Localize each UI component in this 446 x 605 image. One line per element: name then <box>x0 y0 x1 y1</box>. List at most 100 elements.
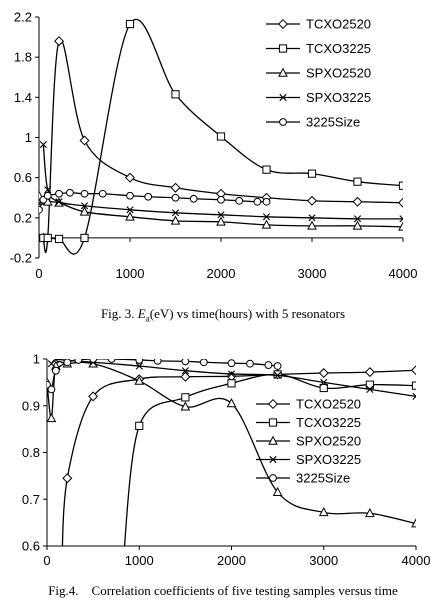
fig4-point-3225size <box>47 385 56 394</box>
fig3-point-3225size <box>66 188 74 197</box>
fig3-point-tcxo2520 <box>306 195 318 206</box>
fig4-y-tick-label: 0.8 <box>22 445 40 460</box>
fig4-point-tcxo3225 <box>319 383 328 393</box>
ea-vs-time-chart: -0.2 0.2 0.6 1 1.4 1.8 2.2 0 1000 2000 3000 4000 TCX… <box>10 10 418 282</box>
fig4-point-3225size <box>227 359 236 368</box>
fig4-point-tcxo2520 <box>318 368 329 379</box>
fig3-point-3225size <box>217 195 225 204</box>
fig4-y-tick-label: 0.7 <box>22 492 40 507</box>
fig4-legend-marker-tcxo2520 <box>267 398 279 410</box>
fig3-y-tick-label: 0.2 <box>14 210 32 225</box>
fig3-point-tcxo3225 <box>54 234 64 244</box>
fig4-point-3225size <box>246 359 254 368</box>
fig3-point-spxo3225 <box>171 209 180 217</box>
fig3-point-spxo3225 <box>217 211 225 219</box>
fig4-point-spxo3225 <box>52 359 60 364</box>
fig3-point-spxo2520 <box>261 219 272 229</box>
fig3-point-tcxo2520 <box>170 182 181 193</box>
fig4-point-spxo3225 <box>412 392 416 400</box>
fig4-legend-label-spxo3225: SPXO3225 <box>296 452 361 467</box>
fig3-plot-area <box>39 18 403 255</box>
fig3-point-tcxo3225 <box>307 169 317 178</box>
fig4-point-tcxo2520 <box>180 371 191 382</box>
fig4-point-3225size <box>89 359 98 363</box>
fig3-point-spxo3225 <box>80 202 89 210</box>
fig4-y-tick-label: 0.9 <box>22 398 40 413</box>
fig3-point-3225size <box>39 205 43 214</box>
fig4-point-spxo3225 <box>181 367 189 375</box>
fig4-point-spxo2520 <box>134 375 145 385</box>
fig4-point-3225size <box>264 361 273 369</box>
fig4-point-spxo3225 <box>274 371 282 379</box>
fig3-point-spxo2520 <box>79 206 90 216</box>
fig4-x-tick-label: 4000 <box>402 553 431 568</box>
fig3-point-tcxo3225 <box>353 177 362 186</box>
fig4-series-line-tcxo2520 <box>61 369 416 546</box>
fig4-x-tick-label: 1000 <box>125 553 154 568</box>
fig3-legend-marker-spxo3225 <box>279 93 287 102</box>
fig4-legend-label-spxo2520: SPXO2520 <box>296 434 361 449</box>
fig4-point-spxo2520 <box>365 507 375 518</box>
fig4-y-tick-label: 0.6 <box>22 539 40 554</box>
fig3-point-tcxo3225 <box>80 233 89 243</box>
fig3-point-spxo2520 <box>352 220 363 230</box>
correlation-vs-time-chart: 0.60.70.80.910 1000 2000 3000 4000TCXO2520TC… <box>22 352 431 574</box>
fig3-legend: TCXO2520 TCXO3225 SPXO2520 SPXO3225 3225Size <box>266 17 371 130</box>
fig3-point-spxo2520 <box>39 190 44 200</box>
fig4-point-spxo2520 <box>47 412 57 423</box>
fig4-point-tcxo2520 <box>410 365 416 376</box>
fig3-legend-label-spxo3225: SPXO3225 <box>306 90 371 105</box>
fig3-point-3225size <box>189 194 198 203</box>
fig4-legend-label-3225size: 3225Size <box>296 471 350 486</box>
fig4-point-spxo2520 <box>318 506 329 517</box>
fig4-legend-marker-spxo3225 <box>269 455 277 464</box>
fig3-y-tick-label: 0.6 <box>14 170 32 185</box>
fig3-point-spxo2520 <box>307 220 317 230</box>
fig3-point-tcxo2520 <box>397 197 403 208</box>
fig3-point-tcxo3225 <box>216 132 226 141</box>
fig3-point-spxo2520 <box>398 221 403 231</box>
fig3-point-3225size <box>126 191 134 200</box>
fig3-y-tick-label: -0.2 <box>10 251 32 266</box>
fig3-legend-marker-spxo2520 <box>278 67 288 77</box>
fig4-point-tcxo3225 <box>181 393 190 402</box>
fig3-point-tcxo2520 <box>124 172 136 183</box>
fig3-x-tick-label: 4000 <box>389 266 418 281</box>
fig3-point-tcxo3225 <box>43 233 52 243</box>
fig3-legend-marker-tcxo2520 <box>277 18 289 30</box>
figure-3-caption-subscript: a <box>145 313 150 324</box>
fig3-legend-marker-tcxo3225 <box>278 44 288 53</box>
fig3-point-spxo3225 <box>39 140 47 149</box>
fig4-x-tick-label: 0 <box>43 553 50 568</box>
fig4-point-3225size <box>181 359 190 366</box>
fig3-y-tick-label: 1 <box>25 130 32 145</box>
fig3-point-spxo3225 <box>353 215 362 223</box>
fig3-y-tick-label: 1.4 <box>14 90 32 105</box>
fig4-point-spxo2520 <box>88 359 98 368</box>
fig4-point-spxo3225 <box>227 370 236 378</box>
fig4-point-tcxo2520 <box>364 367 375 378</box>
fig4-point-3225size <box>107 359 116 363</box>
fig4-point-3225size <box>51 366 60 375</box>
fig4-point-tcxo3225 <box>135 421 144 430</box>
fig4-y-tick-label: 1 <box>33 352 40 367</box>
fig3-legend-label-tcxo2520: TCXO2520 <box>306 17 371 32</box>
fig3-legend-label-spxo2520: SPXO2520 <box>306 66 371 81</box>
fig3-point-spxo3225 <box>399 215 403 223</box>
fig4-point-spxo3225 <box>320 378 328 386</box>
fig4-point-tcxo3225 <box>273 370 282 379</box>
fig4-point-spxo3225 <box>366 385 374 393</box>
figure-3-caption-suffix: (eV) vs time(hours) with 5 resonators <box>149 306 346 321</box>
fig3-point-tcxo3225 <box>398 181 403 190</box>
fig4-point-tcxo2520 <box>57 565 66 574</box>
fig3-x-tick-label: 1000 <box>116 266 145 281</box>
fig3-series-line-spxo3225 <box>42 144 403 220</box>
fig4-legend-marker-tcxo3225 <box>268 418 278 427</box>
fig4-legend-marker-3225size <box>269 474 277 482</box>
figure-3-caption-prefix: Fig. 3. <box>100 306 138 321</box>
fig3-point-tcxo2520 <box>352 196 363 207</box>
fig3-point-tcxo2520 <box>54 36 65 47</box>
fig3-point-3225size <box>262 197 271 206</box>
fig3-point-tcxo3225 <box>262 165 271 174</box>
fig3-point-3225size <box>98 189 107 198</box>
